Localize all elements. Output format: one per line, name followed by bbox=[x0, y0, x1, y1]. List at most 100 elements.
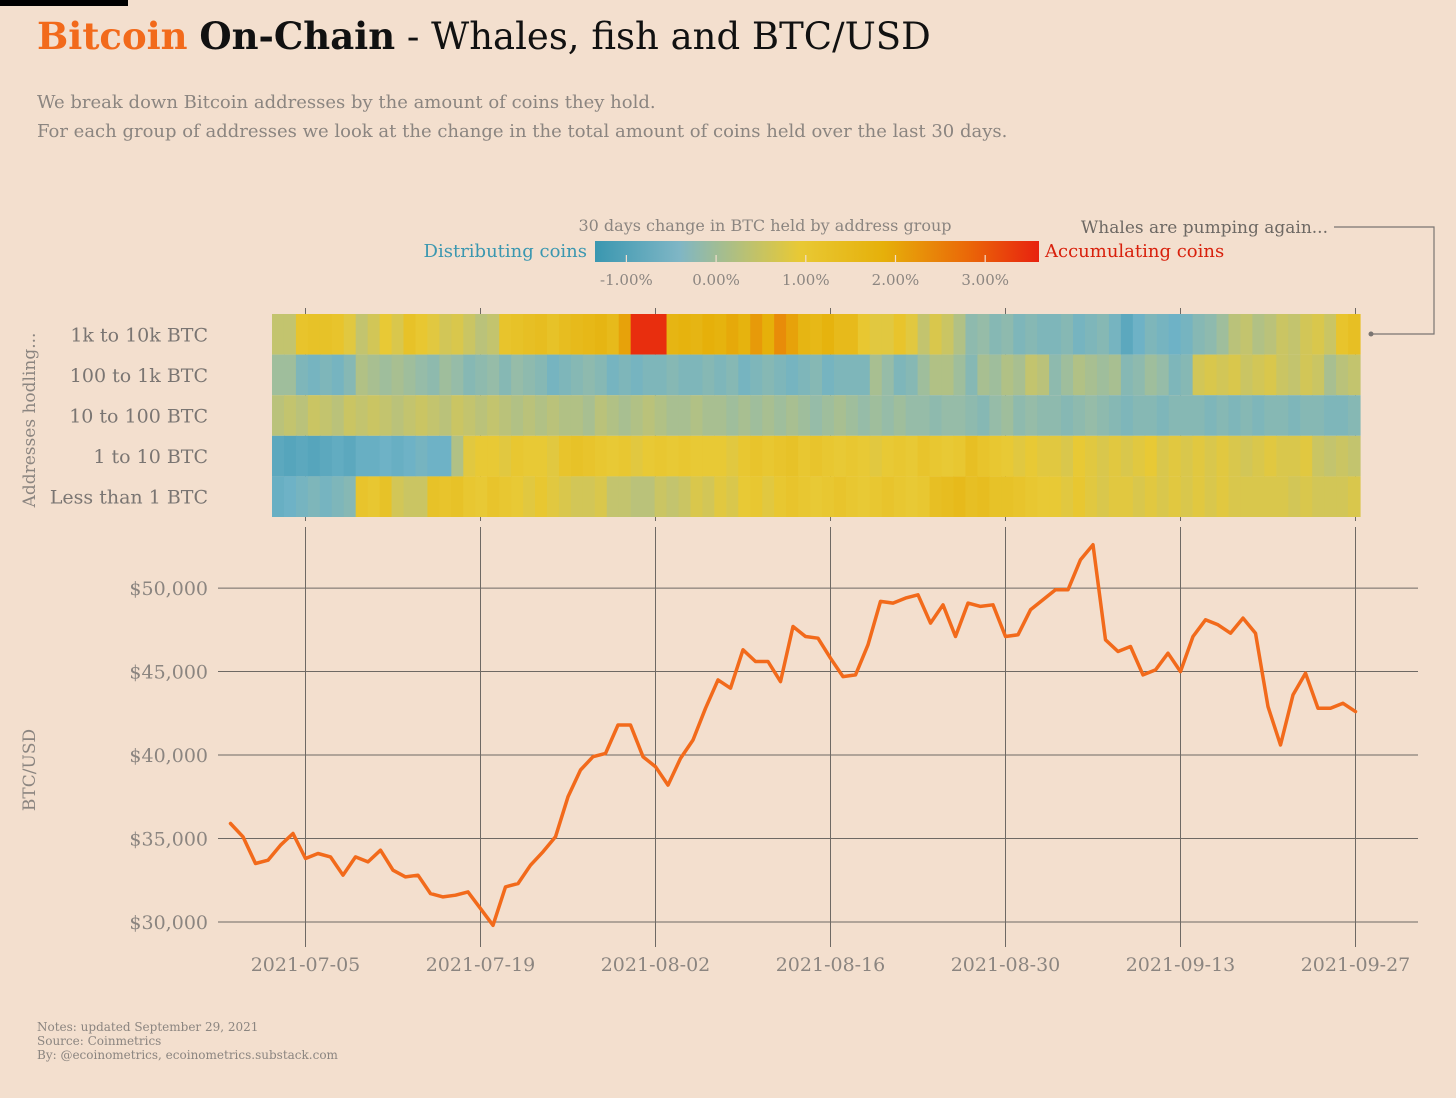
heatmap-cell bbox=[1336, 395, 1349, 436]
heatmap-cell bbox=[762, 395, 775, 436]
heatmap-cell bbox=[499, 476, 512, 517]
heatmap-cell bbox=[1288, 476, 1301, 517]
heatmap-cell bbox=[1120, 314, 1134, 355]
legend-color-bar bbox=[595, 241, 1039, 262]
heatmap-cell bbox=[1108, 476, 1122, 517]
heatmap-cell bbox=[427, 354, 440, 396]
heatmap-cell bbox=[1132, 354, 1146, 396]
heatmap-cell bbox=[810, 314, 823, 355]
heatmap-cell bbox=[762, 476, 775, 517]
heatmap-cell bbox=[1216, 314, 1230, 355]
heatmap-cell bbox=[893, 395, 907, 436]
heatmap-cell bbox=[1132, 476, 1146, 517]
heatmap-cell bbox=[917, 354, 931, 396]
heatmap-cell bbox=[1252, 395, 1265, 436]
heatmap-cell bbox=[582, 476, 596, 517]
heatmap-cell bbox=[367, 314, 381, 355]
heatmap-cell bbox=[546, 395, 560, 436]
heatmap-cell bbox=[929, 354, 943, 396]
heatmap-cell bbox=[786, 354, 799, 396]
heatmap-row-label: 100 to 1k BTC bbox=[70, 365, 208, 387]
heatmap-cell bbox=[1073, 395, 1086, 436]
heatmap-cell bbox=[1252, 476, 1265, 517]
heatmap-cell bbox=[558, 476, 572, 517]
heatmap-cell bbox=[989, 395, 1002, 436]
heatmap-cell bbox=[774, 435, 787, 477]
heatmap-cell bbox=[594, 354, 608, 396]
heatmap-cell bbox=[774, 314, 787, 355]
heatmap-cell bbox=[367, 435, 381, 477]
heatmap-cell bbox=[630, 476, 644, 517]
heatmap-cell bbox=[654, 435, 668, 477]
heatmap-cell bbox=[1348, 476, 1361, 517]
heatmap-cell bbox=[845, 314, 859, 355]
heatmap-cell bbox=[1013, 435, 1026, 477]
heatmap-cell bbox=[558, 314, 572, 355]
heatmap-cell bbox=[798, 476, 811, 517]
heatmap-cell bbox=[1144, 476, 1158, 517]
heatmap-cell bbox=[546, 354, 560, 396]
heatmap-cell bbox=[475, 395, 488, 436]
heatmap-cell bbox=[283, 395, 297, 436]
heatmap-cell bbox=[1300, 435, 1313, 477]
heatmap-cell bbox=[1096, 354, 1110, 396]
heatmap-cell bbox=[1120, 435, 1134, 477]
heatmap-cell bbox=[833, 314, 847, 355]
heatmap-cell bbox=[319, 354, 333, 396]
heatmap-cell bbox=[750, 354, 763, 396]
heatmap-cell bbox=[1037, 354, 1050, 396]
heatmap-cell bbox=[451, 354, 464, 396]
heatmap-cell bbox=[499, 314, 512, 355]
heatmap-cell bbox=[487, 314, 500, 355]
heatmap-cell bbox=[1204, 395, 1218, 436]
heatmap-cell bbox=[1240, 476, 1253, 517]
heatmap-cell bbox=[570, 395, 584, 436]
heatmap-cell bbox=[1276, 435, 1289, 477]
heatmap-cell bbox=[1085, 435, 1098, 477]
heatmap-cell bbox=[1168, 314, 1182, 355]
heatmap-cell bbox=[1001, 354, 1014, 396]
heatmap-cell bbox=[917, 314, 931, 355]
heatmap-cell bbox=[678, 435, 692, 477]
heatmap-cell bbox=[869, 314, 883, 355]
heatmap-cell bbox=[523, 476, 536, 517]
heatmap-cell bbox=[714, 435, 727, 477]
heatmap-cell bbox=[917, 395, 931, 436]
line-series-group bbox=[228, 542, 1358, 928]
heatmap-cell bbox=[343, 435, 357, 477]
heatmap-cell bbox=[499, 354, 512, 396]
heatmap-cell bbox=[570, 314, 584, 355]
heatmap-cell bbox=[702, 435, 715, 477]
heatmap-cell bbox=[511, 435, 524, 477]
heatmap-cell bbox=[666, 314, 680, 355]
heatmap-cell bbox=[343, 354, 357, 396]
heatmap-cell bbox=[1049, 476, 1062, 517]
heatmap-cell bbox=[965, 314, 979, 355]
heatmap-cell bbox=[893, 354, 907, 396]
heatmap-cell bbox=[774, 354, 787, 396]
heatmap-cell bbox=[666, 354, 680, 396]
heatmap-cell bbox=[535, 435, 548, 477]
heatmap-cell bbox=[1168, 395, 1182, 436]
heatmap-cell bbox=[1288, 395, 1301, 436]
heatmap-cell bbox=[1049, 435, 1062, 477]
heatmap-cell bbox=[1108, 435, 1122, 477]
line-x-tick-label: 2021-08-02 bbox=[601, 954, 711, 976]
heatmap-cell bbox=[594, 476, 608, 517]
heatmap-cell bbox=[702, 354, 715, 396]
legend-ticks: -1.00% 0.00% 1.00% 2.00% 3.00% bbox=[600, 255, 1009, 289]
heatmap-cell bbox=[989, 476, 1002, 517]
heatmap-cell bbox=[1204, 314, 1218, 355]
heatmap-cell bbox=[714, 395, 727, 436]
heatmap-cell bbox=[798, 395, 811, 436]
heatmap-cell bbox=[1132, 314, 1146, 355]
heatmap-cell bbox=[929, 435, 943, 477]
heatmap-cell bbox=[451, 476, 464, 517]
heatmap-cell bbox=[535, 476, 548, 517]
heatmap-cell bbox=[1096, 314, 1110, 355]
heatmap-cell bbox=[391, 435, 405, 477]
heatmap-cell bbox=[905, 476, 919, 517]
heatmap-cell bbox=[331, 395, 345, 436]
heatmap-cell bbox=[845, 435, 859, 477]
heatmap-cell bbox=[499, 435, 512, 477]
